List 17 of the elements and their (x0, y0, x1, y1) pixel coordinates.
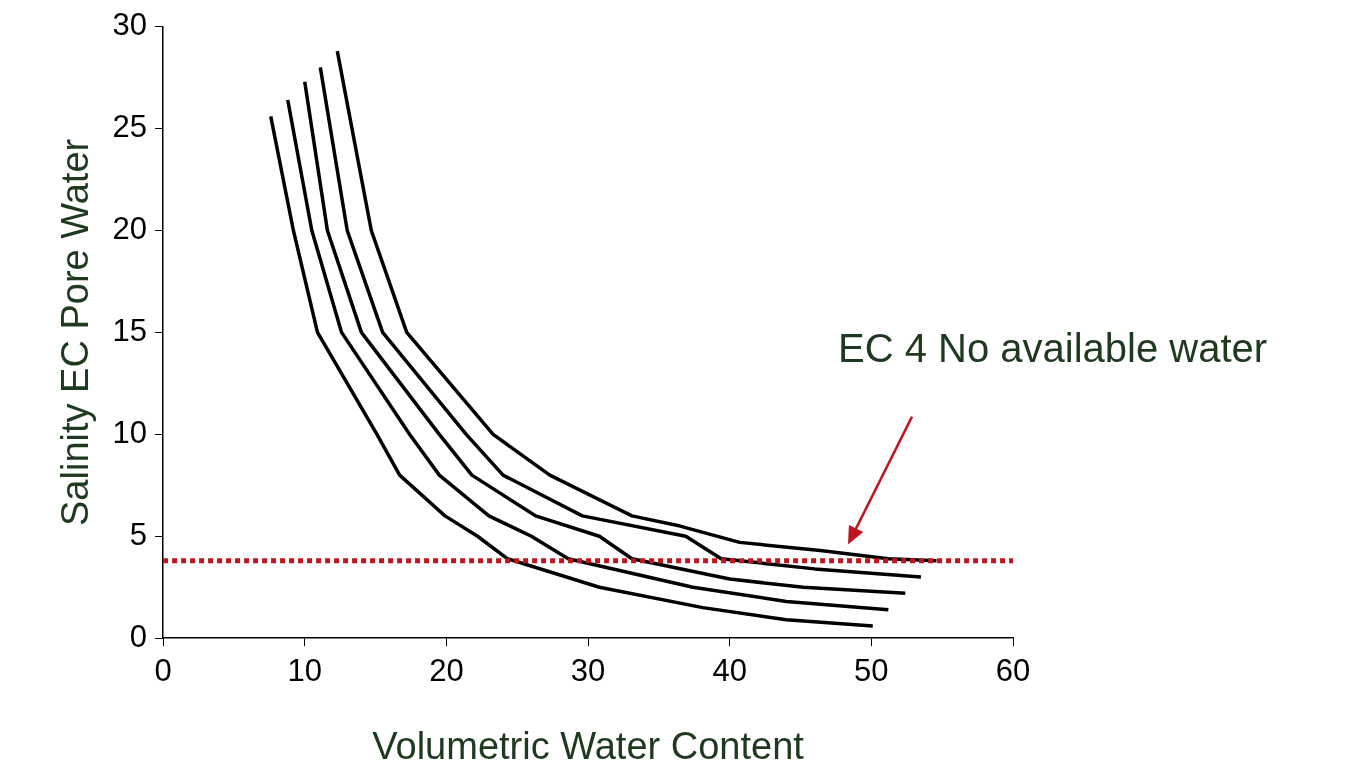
y-tick-label: 25 (112, 109, 148, 145)
y-tick-label: 5 (129, 516, 148, 552)
y-tick-label: 10 (112, 414, 148, 450)
x-tick-label: 10 (287, 653, 322, 689)
x-tick-label: 40 (712, 653, 747, 689)
y-tick-label: 20 (112, 211, 148, 247)
y-tick-label: 30 (112, 7, 148, 43)
y-tick-label: 15 (112, 312, 148, 348)
y-tick-label: 0 (129, 618, 148, 654)
y-axis-title: Salinity EC Pore Water (54, 138, 97, 526)
x-tick-label: 0 (154, 653, 172, 689)
x-tick-label: 30 (570, 653, 606, 689)
annotation: EC 4 No available water (838, 325, 1268, 370)
x-tick-label: 50 (854, 653, 889, 689)
x-axis-title: Volumetric Water Content (372, 724, 805, 767)
x-tick-label: 20 (429, 653, 464, 689)
x-tick-label: 60 (995, 653, 1031, 689)
